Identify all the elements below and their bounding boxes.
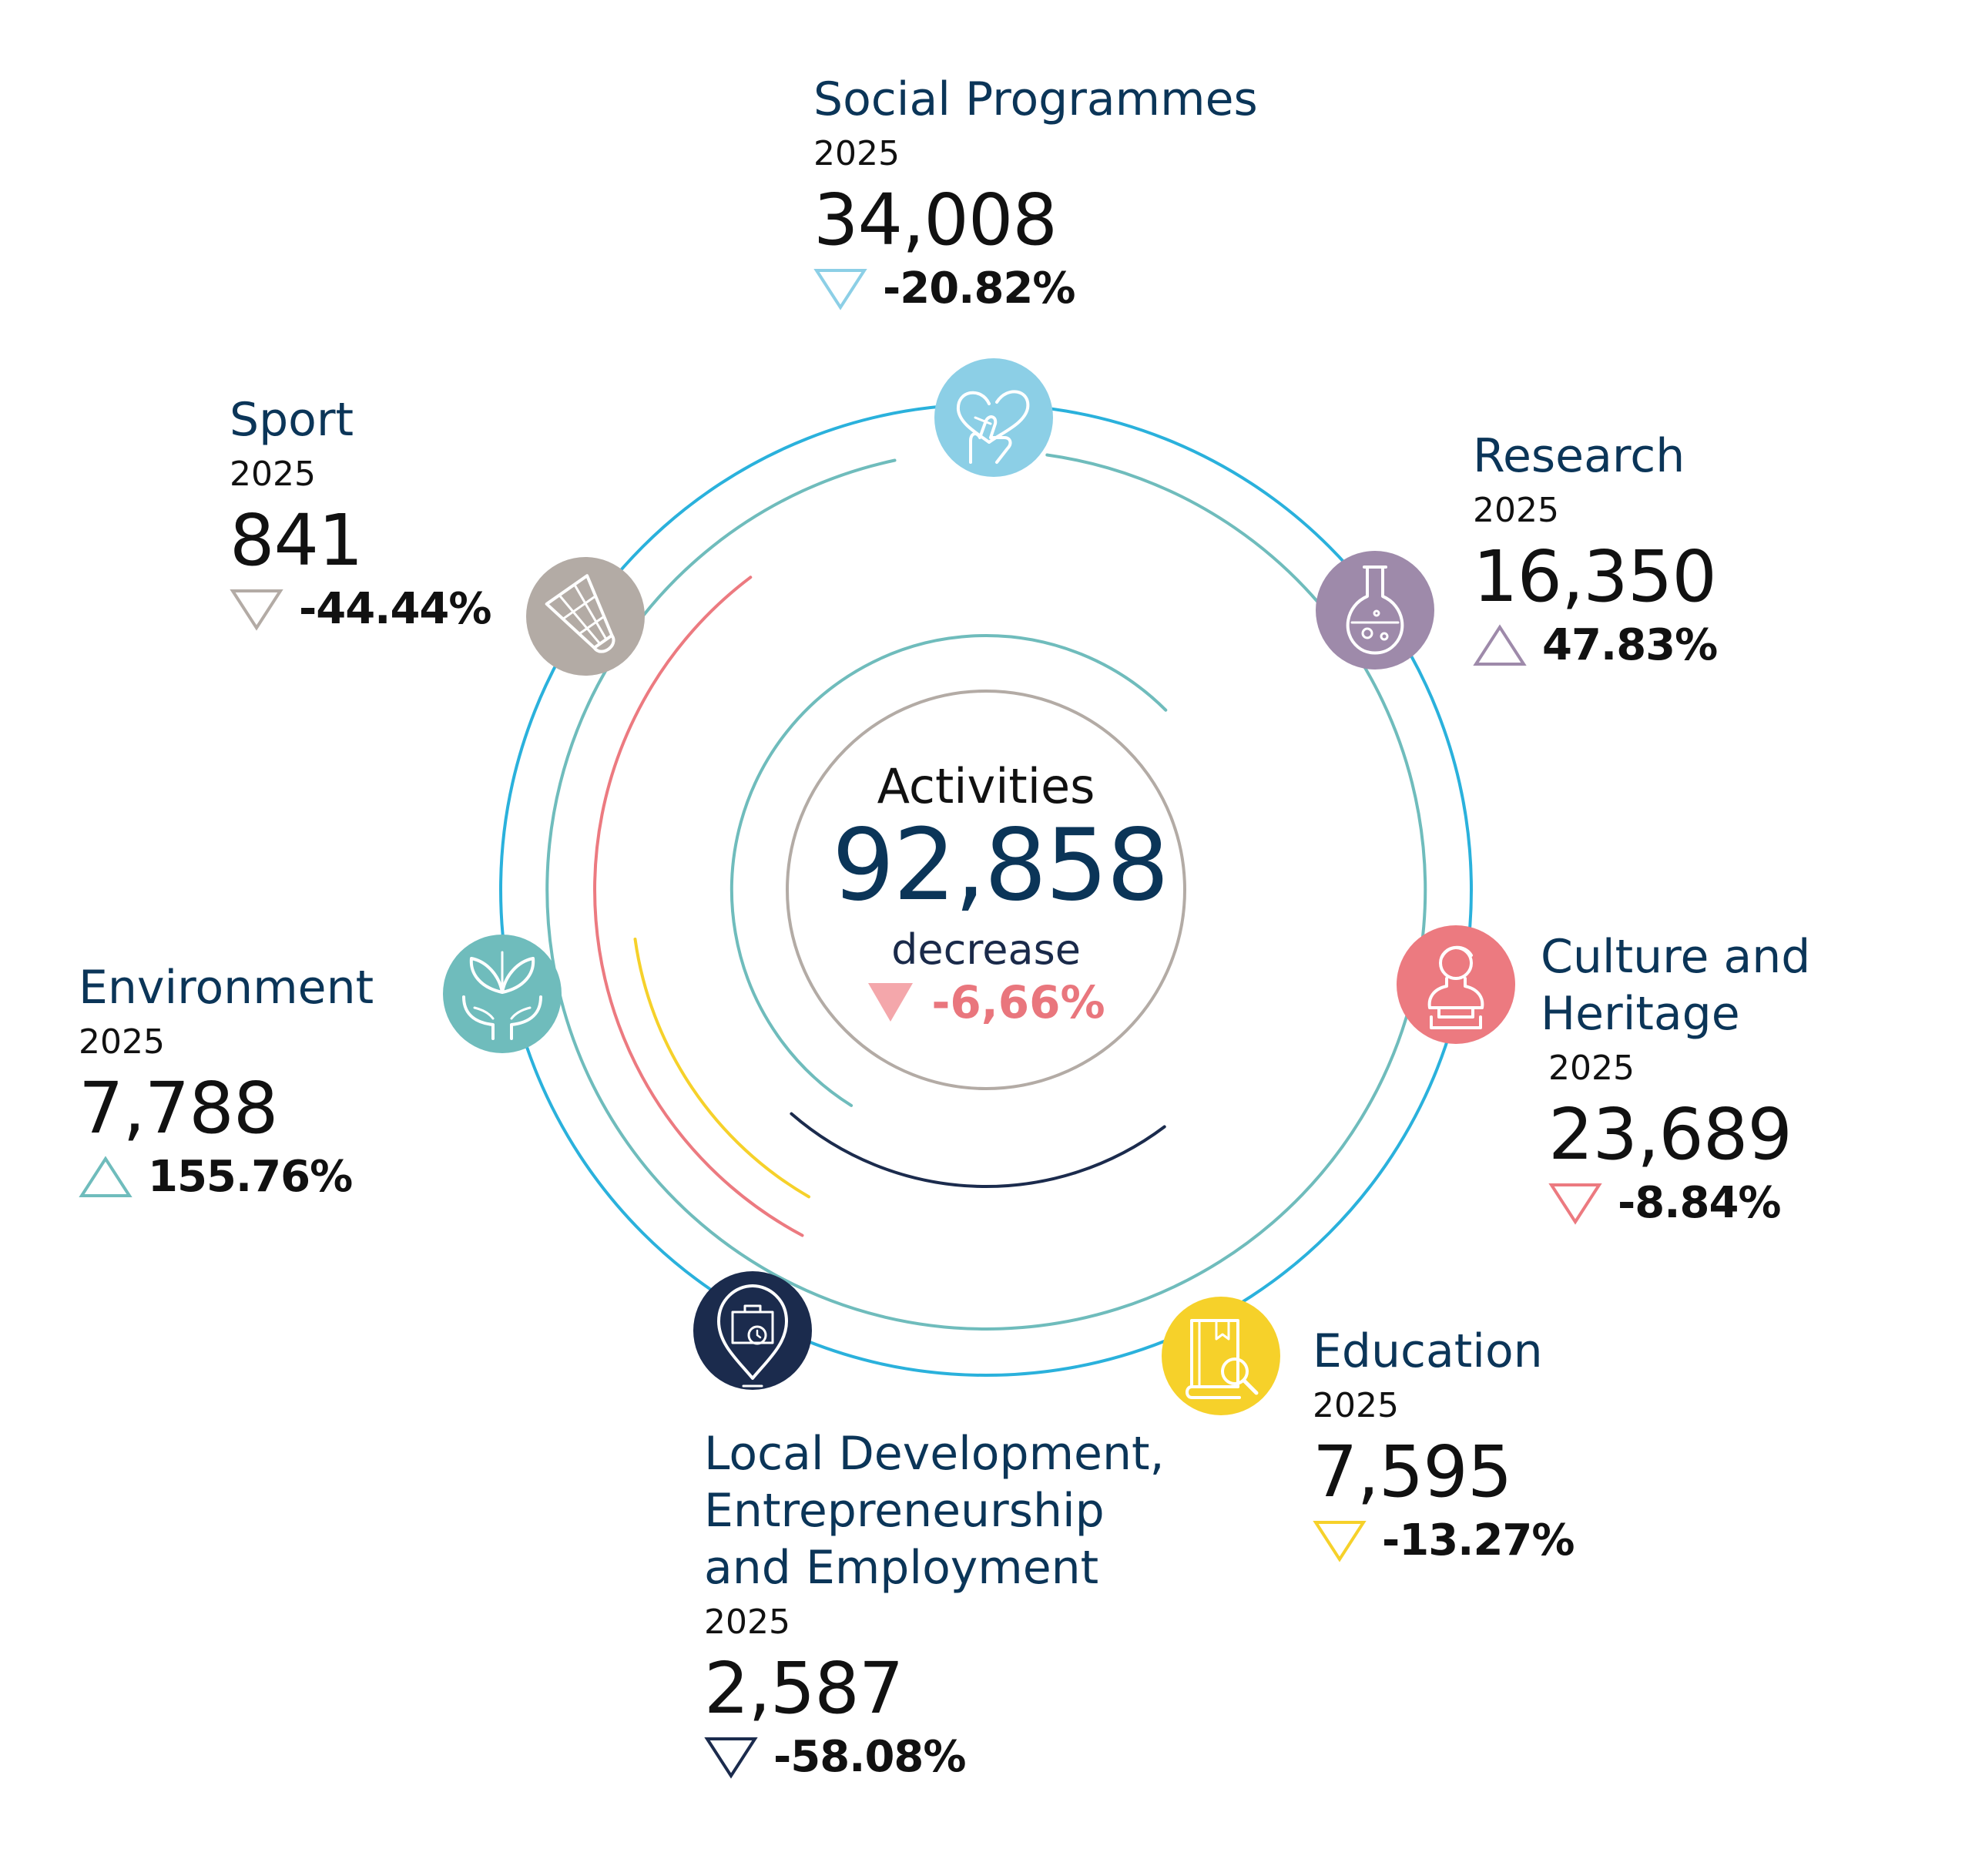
category-year: 2025	[813, 134, 900, 173]
ring-teal	[545, 453, 1427, 1331]
category-title: Research	[1473, 429, 1685, 483]
category-year: 2025	[79, 1022, 165, 1062]
outline-up-triangle-icon	[79, 1155, 132, 1197]
category-education: Education 2025 7,595 -13.27%	[1313, 1323, 1575, 1566]
outline-down-triangle-icon	[1313, 1520, 1367, 1562]
category-title: Local Development, Entrepreneurship and …	[704, 1427, 1165, 1595]
bust-statue-icon	[1427, 945, 1484, 1029]
category-change: 155.76%	[79, 1152, 374, 1202]
category-value: 23,689	[1548, 1093, 1793, 1176]
category-value: 16,350	[1473, 535, 1717, 618]
category-change-value: -58.08%	[773, 1732, 966, 1782]
center-direction-label: decrease	[891, 925, 1081, 974]
book-magnifier-icon	[1186, 1319, 1259, 1399]
category-title: Culture and Heritage	[1541, 930, 1811, 1041]
category-title: Environment	[79, 961, 374, 1015]
category-change: -13.27%	[1313, 1515, 1575, 1566]
category-change: 47.83%	[1473, 620, 1718, 670]
category-value: 7,788	[79, 1067, 278, 1149]
outline-down-triangle-icon	[1548, 1183, 1602, 1225]
down-triangle-mark	[230, 589, 283, 631]
category-change: -58.08%	[704, 1732, 1165, 1782]
center-change: -6,66%	[832, 976, 1140, 1029]
category-icon-circle	[693, 1271, 812, 1390]
category-value: 7,595	[1313, 1431, 1512, 1513]
category-title: Sport	[230, 393, 354, 447]
category-icon-circle	[526, 557, 645, 676]
down-triangle-mark	[704, 1737, 758, 1779]
down-triangle-mark	[1313, 1520, 1367, 1562]
category-change-value: 47.83%	[1542, 620, 1718, 670]
category-sport: Sport 2025 841 -44.44%	[230, 391, 491, 634]
category-change: -8.84%	[1548, 1178, 1810, 1228]
outline-up-triangle-icon	[1473, 623, 1527, 666]
ring-yellow	[633, 938, 810, 1199]
ring-inner-teal	[729, 634, 1168, 1107]
pointing-hand-heart-icon	[956, 390, 1030, 464]
down-triangle-mark	[1548, 1183, 1602, 1225]
category-year: 2025	[1313, 1386, 1399, 1425]
center-change-value: -6,66%	[931, 976, 1105, 1029]
category-change-value: -20.82%	[883, 263, 1075, 314]
filled-down-triangle-icon	[868, 983, 914, 1022]
category-year: 2025	[1548, 1049, 1635, 1088]
category-value: 841	[230, 499, 364, 582]
category-title: Social Programmes	[813, 72, 1258, 126]
category-change: -44.44%	[230, 584, 491, 634]
center-summary: Activities 92,858 decrease -6,66%	[832, 758, 1169, 1029]
category-change: -20.82%	[813, 263, 1258, 314]
outline-down-triangle-icon	[813, 268, 867, 310]
category-year: 2025	[704, 1602, 790, 1642]
ring-navy	[790, 1112, 1166, 1188]
category-change-value: -44.44%	[299, 584, 491, 634]
category-value: 2,587	[704, 1647, 904, 1730]
ring-inner-grey	[786, 690, 1186, 1090]
category-culture-and-heritage: Culture and Heritage 2025 23,689 -8.84%	[1541, 928, 1810, 1228]
category-change-value: -13.27%	[1382, 1515, 1575, 1566]
center-total: 92,858	[832, 808, 1169, 923]
category-research: Research 2025 16,350 47.83%	[1473, 428, 1718, 670]
outline-down-triangle-icon	[704, 1737, 758, 1779]
briefcase-location-pin-icon	[717, 1284, 788, 1388]
category-change-value: -8.84%	[1618, 1178, 1782, 1228]
shuttlecock-icon	[545, 574, 615, 653]
category-year: 2025	[1473, 491, 1559, 530]
category-environment: Environment 2025 7,788 155.76%	[79, 959, 374, 1202]
down-triangle-mark	[813, 268, 867, 310]
hands-leaves-icon	[462, 951, 542, 1040]
category-year: 2025	[230, 455, 316, 494]
category-value: 34,008	[813, 179, 1058, 261]
category-title: Education	[1313, 1324, 1543, 1378]
category-local-development: Local Development, Entrepreneurship and …	[704, 1425, 1165, 1782]
category-icon-circle	[1397, 925, 1515, 1044]
ring-coral	[593, 576, 804, 1237]
up-triangle-mark	[1473, 623, 1527, 666]
category-change-value: 155.76%	[148, 1152, 353, 1202]
up-triangle-mark	[79, 1155, 132, 1197]
center-label: Activities	[877, 758, 1095, 814]
category-social-programmes: Social Programmes 2025 34,008 -20.82%	[813, 71, 1258, 314]
flask-icon	[1346, 565, 1404, 655]
outline-down-triangle-icon	[230, 589, 283, 631]
